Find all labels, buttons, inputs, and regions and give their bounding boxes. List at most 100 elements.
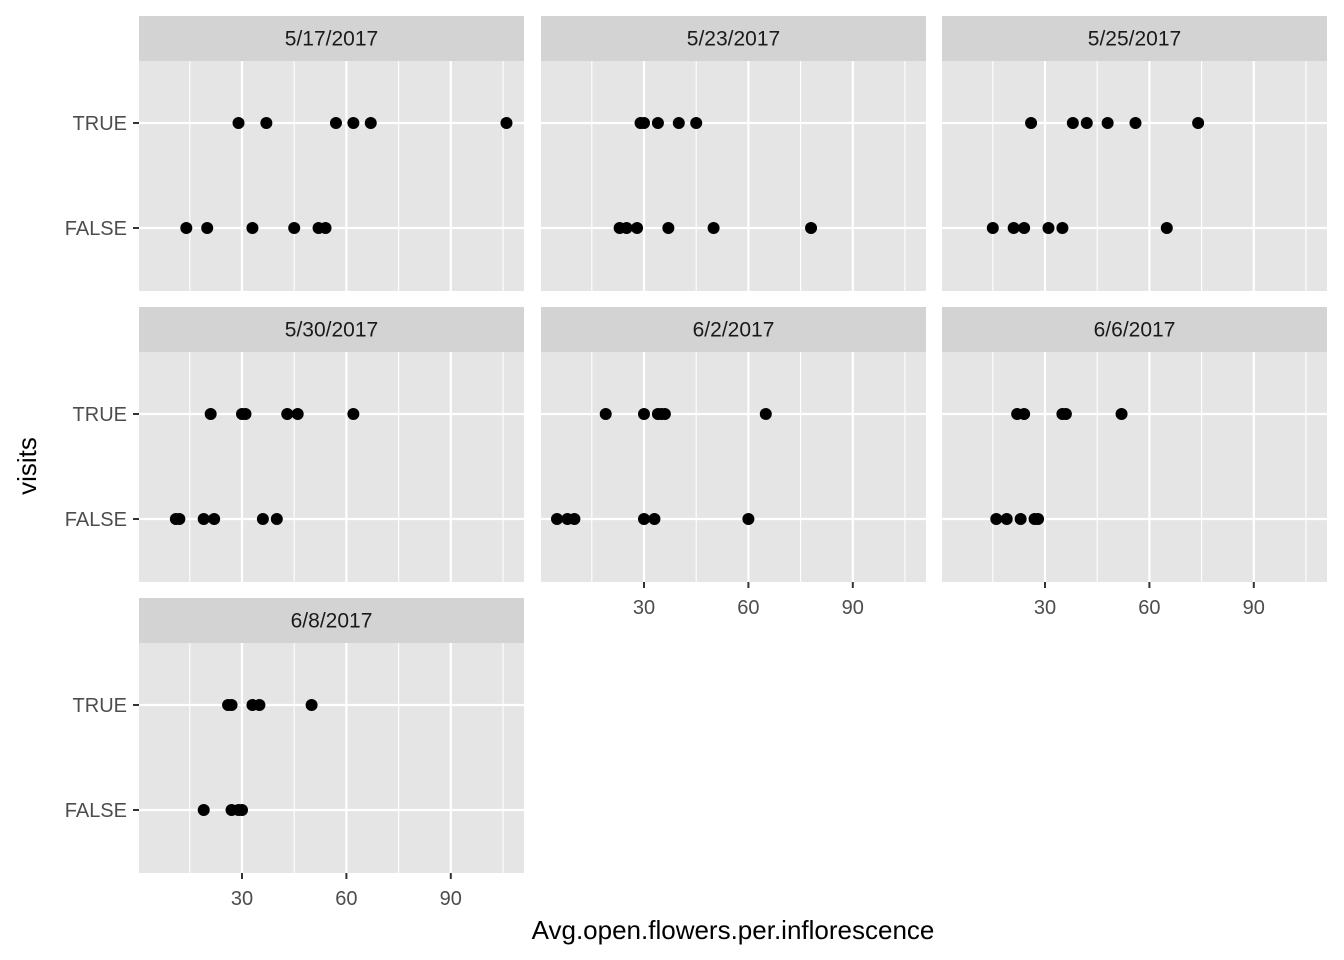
data-point [1014,513,1027,525]
data-point [291,408,304,420]
panels-layer: 5/17/2017 FALSE TRUE 5/23/2017 5/25/2017 5/30… [65,16,1327,910]
data-point [347,117,360,129]
y-axis-title: visits [12,437,42,495]
panel-background [541,352,926,582]
y-tick-label: TRUE [73,695,127,717]
data-point [500,117,513,129]
data-point [239,408,252,420]
data-point [990,513,1003,525]
x-tick-label: 60 [1138,597,1160,619]
data-point [986,222,999,234]
data-point [1192,117,1205,129]
facet-strip-label: 5/17/2017 [285,28,378,51]
facet-strip-label: 5/23/2017 [687,28,780,51]
data-point [305,699,318,711]
data-point [1042,222,1055,234]
data-point [253,699,266,711]
data-point [204,408,217,420]
facet-strip [139,598,524,643]
facet-panel: 5/17/2017 FALSE TRUE [65,16,524,291]
y-tick-label: FALSE [65,800,127,822]
data-point [256,513,269,525]
data-point [638,513,650,525]
x-axis-title: Avg.open.flowers.per.inflorescence [532,915,935,945]
data-point [1115,408,1128,420]
facet-panel: 5/30/2017 FALSE TRUE [65,307,524,582]
data-point [658,408,671,420]
facet-strip-label: 6/2/2017 [693,319,775,342]
x-tick-label: 60 [737,597,759,619]
data-point [638,117,650,129]
data-point [232,117,245,129]
data-point [173,513,186,525]
facet-strip [942,307,1327,352]
x-tick-label: 60 [335,888,357,910]
x-tick-label: 30 [231,888,253,910]
data-point [631,222,644,234]
data-point [1018,222,1031,234]
data-point [1101,117,1114,129]
data-point [208,513,221,525]
data-point [1018,408,1031,420]
data-point [620,222,633,234]
data-point [742,513,755,525]
facet-strip [942,16,1327,61]
facet-strip-label: 5/25/2017 [1088,28,1181,51]
data-point [1129,117,1142,129]
panel-background [942,352,1327,582]
data-point [260,117,273,129]
facet-panel: 6/6/2017 30 60 90 [942,307,1327,619]
data-point [1032,513,1045,525]
data-point [246,222,259,234]
data-point [759,408,772,420]
facet-strip-label: 5/30/2017 [285,319,378,342]
panel-background [139,352,524,582]
x-tick-label: 30 [1034,597,1056,619]
facet-strip [139,16,524,61]
data-point [329,117,342,129]
data-point [236,804,248,816]
data-point [347,408,360,420]
data-point [364,117,377,129]
facet-strip [139,307,524,352]
data-point [707,222,720,234]
data-point [672,117,685,129]
data-point [651,117,664,129]
data-point [319,222,332,234]
y-tick-label: FALSE [65,509,127,531]
x-tick-label: 90 [440,888,462,910]
data-point [225,699,238,711]
facet-strip [541,307,926,352]
facet-panel: 5/25/2017 [942,16,1327,291]
panel-background [541,61,926,291]
x-tick-label: 30 [633,597,655,619]
data-point [568,513,581,525]
panel-background [139,61,524,291]
facet-strip [541,16,926,61]
data-point [648,513,661,525]
data-point [1056,222,1069,234]
data-point [281,408,294,420]
data-point [288,222,301,234]
x-tick-label: 90 [1243,597,1265,619]
panel-background [139,643,524,873]
facet-panel: 6/2/2017 30 60 90 [541,307,926,619]
y-tick-label: TRUE [73,113,127,135]
data-point [197,804,210,816]
facet-panel: 5/23/2017 [541,16,926,291]
y-tick-label: FALSE [65,218,127,240]
data-point [1160,222,1173,234]
data-point [1059,408,1072,420]
data-point [599,408,612,420]
data-point [690,117,703,129]
data-point [1007,222,1020,234]
y-tick-label: TRUE [73,404,127,426]
data-point [270,513,283,525]
data-point [1080,117,1093,129]
data-point [197,513,210,525]
data-point [180,222,193,234]
facet-strip-label: 6/8/2017 [291,610,373,633]
data-point [662,222,675,234]
data-point [638,408,650,420]
